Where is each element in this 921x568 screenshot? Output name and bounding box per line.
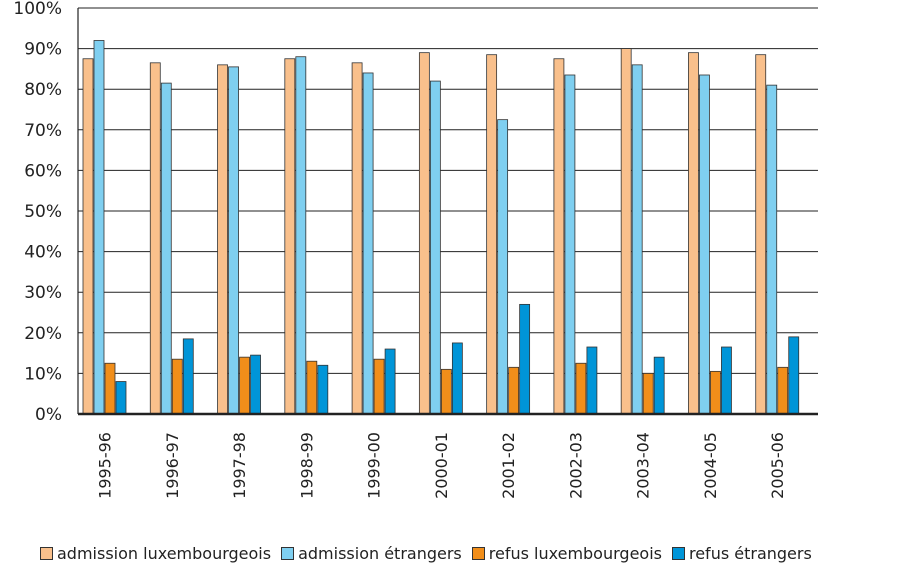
legend-label: refus luxembourgeois [489, 544, 662, 563]
x-tick-label: 2000-01 [432, 432, 451, 499]
y-tick-label: 10% [24, 364, 62, 384]
bar [721, 347, 731, 414]
legend-item: refus luxembourgeois [472, 544, 662, 563]
legend-item: admission luxembourgeois [40, 544, 271, 563]
bar [756, 55, 766, 414]
y-tick-label: 90% [24, 40, 62, 60]
bar [509, 367, 519, 414]
bar [385, 349, 395, 414]
bar [172, 359, 182, 414]
bar [688, 53, 698, 414]
bar [487, 55, 497, 414]
x-tick-label: 1997-98 [230, 432, 249, 499]
x-tick-label: 1998-99 [297, 432, 316, 499]
bar [498, 120, 508, 414]
x-tick-label: 2005-06 [768, 432, 787, 499]
legend-swatch [672, 547, 685, 560]
y-tick-label: 20% [24, 324, 62, 344]
bar [419, 53, 429, 414]
bar [83, 59, 93, 414]
legend-label: refus étrangers [689, 544, 812, 563]
bar [218, 65, 228, 414]
bar [94, 40, 104, 414]
bar [374, 359, 384, 414]
y-tick-label: 40% [24, 243, 62, 263]
y-tick-label: 60% [24, 161, 62, 181]
x-tick-label: 2002-03 [566, 432, 585, 499]
bar [150, 63, 160, 414]
x-tick-label: 1996-97 [163, 432, 182, 499]
bar [430, 81, 440, 414]
bar [621, 49, 631, 414]
y-tick-label: 30% [24, 283, 62, 303]
bar [229, 67, 239, 414]
bar [778, 367, 788, 414]
legend: admission luxembourgeois admission étrang… [40, 540, 822, 566]
bar [183, 339, 193, 414]
bar [452, 343, 462, 414]
legend-label: admission étrangers [298, 544, 462, 563]
bar [576, 363, 586, 414]
bar [587, 347, 597, 414]
legend-item: admission étrangers [281, 544, 462, 563]
x-tick-label: 2004-05 [701, 432, 720, 499]
legend-item: refus étrangers [672, 544, 812, 563]
y-tick-label: 80% [24, 80, 62, 100]
bar [251, 355, 261, 414]
bar [654, 357, 664, 414]
bar [352, 63, 362, 414]
bar [116, 382, 126, 414]
x-tick-label: 2001-02 [499, 432, 518, 499]
bar [296, 57, 306, 414]
y-tick-label: 70% [24, 121, 62, 141]
x-tick-label: 2003-04 [634, 432, 653, 499]
legend-label: admission luxembourgeois [57, 544, 271, 563]
bar [767, 85, 777, 414]
bars [83, 40, 799, 414]
bar [307, 361, 317, 414]
x-tick-label: 1999-00 [365, 432, 384, 499]
bar [699, 75, 709, 414]
bar [441, 369, 451, 414]
bar [789, 337, 799, 414]
bar-chart: 0% 10% 20% 30% 40% 50% 60% 70% 80% 90% 100% 1995-9… [0, 0, 921, 540]
bar [105, 363, 115, 414]
x-tick-label: 1995-96 [96, 432, 115, 499]
bar [565, 75, 575, 414]
bar [554, 59, 564, 414]
legend-swatch [281, 547, 294, 560]
x-tick-labels: 1995-96 1996-97 1997-98 1998-99 1999-00 2000-… [96, 432, 788, 499]
bar [240, 357, 250, 414]
bar [318, 365, 328, 414]
legend-swatch [472, 547, 485, 560]
bar [643, 373, 653, 414]
bar [710, 371, 720, 414]
bar [363, 73, 373, 414]
bar [632, 65, 642, 414]
bar [520, 304, 530, 414]
y-tick-label: 100% [13, 0, 62, 19]
y-tick-label: 50% [24, 202, 62, 222]
bar [285, 59, 295, 414]
bar [161, 83, 171, 414]
y-tick-label: 0% [35, 405, 62, 425]
y-tick-labels: 0% 10% 20% 30% 40% 50% 60% 70% 80% 90% 100% [13, 0, 62, 425]
legend-swatch [40, 547, 53, 560]
